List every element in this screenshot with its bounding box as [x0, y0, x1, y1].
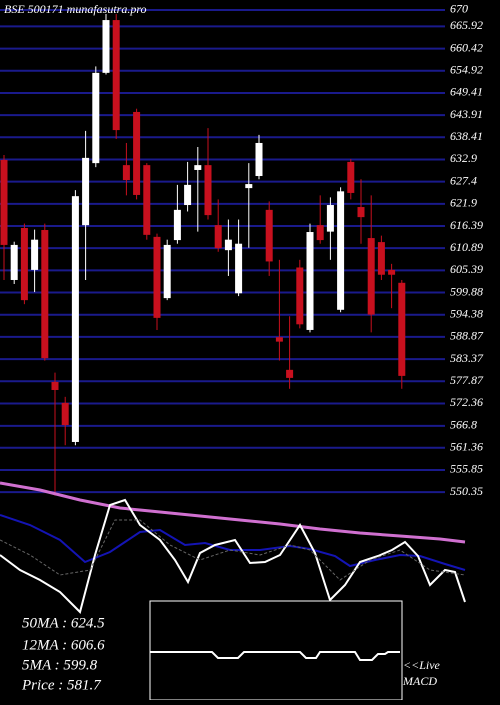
y-tick-label: 605.39: [450, 262, 483, 276]
candle-body: [173, 209, 181, 241]
candle-body: [214, 225, 222, 249]
candle-body: [286, 369, 294, 378]
y-tick-label: 649.41: [450, 85, 483, 99]
candles: [0, 14, 406, 496]
candle-body: [92, 72, 100, 164]
y-tick-label: 572.36: [450, 395, 483, 409]
candle-body: [204, 165, 212, 216]
ma50-line: [0, 481, 466, 544]
y-tick-label: 660.42: [450, 40, 483, 54]
y-tick-label: 638.41: [450, 129, 483, 143]
candle-body: [102, 20, 110, 73]
candle-body: [235, 243, 243, 294]
y-tick-label: 654.92: [450, 63, 483, 77]
candle-body: [255, 142, 263, 177]
candle-body: [245, 184, 253, 189]
y-tick-label: 561.36: [450, 440, 483, 454]
y-tick-label: 583.37: [450, 351, 484, 365]
y-tick-label: 643.91: [450, 107, 483, 121]
candle-body: [367, 238, 375, 315]
candle-body: [194, 165, 202, 170]
candle-body: [377, 242, 385, 275]
candle-body: [10, 244, 18, 280]
chart-title: BSE 500171 munafasutra.pro: [4, 2, 147, 16]
candle-body: [163, 244, 171, 299]
candle-body: [224, 239, 232, 251]
y-tick-label: 599.88: [450, 284, 483, 298]
live-label: <<Live: [403, 658, 441, 672]
y-tick-label: 566.8: [450, 418, 477, 432]
macd-histogram: [150, 651, 400, 661]
candle-body: [0, 159, 8, 245]
y-tick-label: 665.92: [450, 18, 483, 32]
info-label: 5MA : 599.8: [22, 657, 98, 673]
candle-body: [275, 337, 283, 342]
candle-body: [51, 381, 59, 390]
candle-body: [296, 267, 304, 325]
candle-body: [306, 232, 314, 330]
candle-body: [20, 227, 28, 301]
candle-body: [82, 157, 90, 226]
candle-body: [61, 402, 69, 426]
y-tick-label: 550.35: [450, 484, 483, 498]
candle-body: [388, 269, 396, 275]
candle-body: [122, 165, 130, 181]
candle-body: [316, 225, 324, 241]
candle-body: [153, 236, 161, 318]
candle-body: [41, 230, 49, 359]
y-tick-label: 555.85: [450, 462, 483, 476]
y-tick-label: 588.87: [450, 329, 484, 343]
candle-body: [71, 196, 79, 442]
candle-body: [143, 165, 151, 235]
signal-line: [0, 519, 466, 581]
macd-line: [0, 498, 466, 614]
y-tick-label: 610.89: [450, 240, 483, 254]
candle-body: [265, 209, 273, 262]
y-tick-label: 616.39: [450, 218, 483, 232]
candle-body: [112, 20, 120, 131]
info-label: 12MA : 606.6: [22, 637, 105, 653]
ma12-line: [0, 514, 466, 571]
info-label: Price : 581.7: [21, 677, 102, 693]
candle-body: [31, 239, 39, 270]
y-tick-label: 632.9: [450, 151, 477, 165]
y-tick-label: 670: [450, 2, 468, 16]
y-tick-label: 621.9: [450, 196, 477, 210]
macd-panel: [149, 600, 403, 701]
candle-body: [398, 282, 406, 376]
y-tick-label: 594.38: [450, 306, 483, 320]
candle-body: [337, 191, 345, 310]
candle-body: [133, 111, 141, 195]
y-tick-label: 577.87: [450, 373, 484, 387]
candle-body: [184, 184, 192, 206]
candle-body: [326, 205, 334, 232]
macd-label: MACD: [402, 674, 437, 688]
info-label: 50MA : 624.5: [22, 615, 105, 631]
y-tick-label: 627.4: [450, 173, 477, 187]
candle-body: [347, 161, 355, 193]
candle-body: [357, 207, 365, 218]
